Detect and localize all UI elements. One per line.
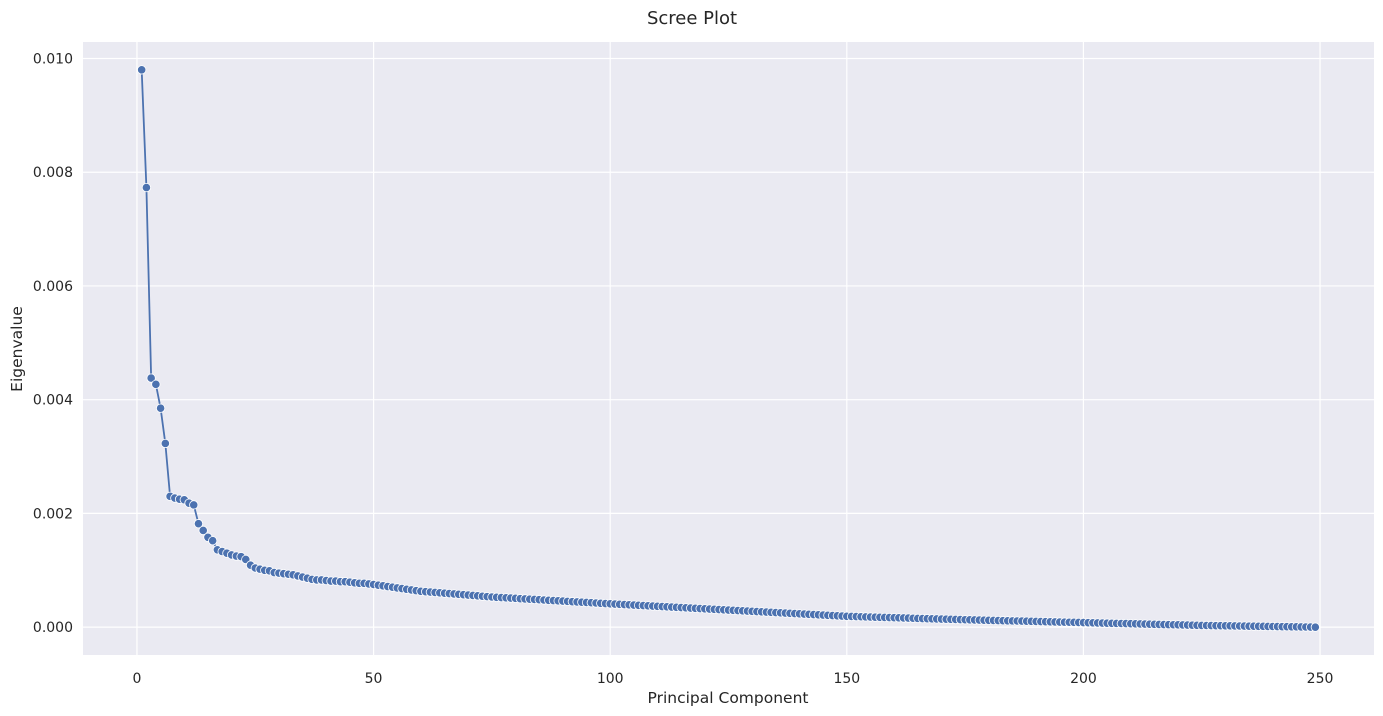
data-point xyxy=(160,438,170,449)
x-tick-label: 100 xyxy=(597,671,624,687)
x-tick-label: 0 xyxy=(132,671,141,687)
data-point xyxy=(198,525,208,536)
y-axis-ticks: 0.000 0.002 0.004 0.006 0.008 0.010 xyxy=(33,51,73,636)
chart-title: Scree Plot xyxy=(647,8,737,29)
y-axis-title: Eigenvalue xyxy=(8,306,26,392)
y-tick-label: 0.000 xyxy=(33,620,73,636)
x-axis-ticks: 0 50 100 150 200 250 xyxy=(132,671,1333,687)
data-points xyxy=(137,65,1320,632)
y-tick-label: 0.002 xyxy=(33,506,73,522)
data-point xyxy=(193,519,204,529)
data-point xyxy=(146,373,156,383)
y-tick-label: 0.010 xyxy=(33,51,73,67)
y-tick-label: 0.008 xyxy=(33,165,73,181)
plot-background xyxy=(83,42,1374,655)
x-tick-label: 200 xyxy=(1070,671,1097,687)
data-point xyxy=(151,379,161,389)
data-point xyxy=(208,536,218,546)
data-point xyxy=(137,65,147,75)
y-tick-label: 0.006 xyxy=(33,279,73,295)
grid-lines xyxy=(83,42,1374,655)
x-tick-label: 250 xyxy=(1307,671,1334,687)
data-point xyxy=(141,182,152,193)
data-point xyxy=(1310,622,1320,632)
data-point xyxy=(156,403,166,413)
x-tick-label: 150 xyxy=(833,671,860,687)
x-tick-label: 50 xyxy=(365,671,383,687)
data-point xyxy=(189,500,199,510)
x-axis-title: Principal Component xyxy=(648,689,809,707)
y-tick-label: 0.004 xyxy=(33,393,73,409)
